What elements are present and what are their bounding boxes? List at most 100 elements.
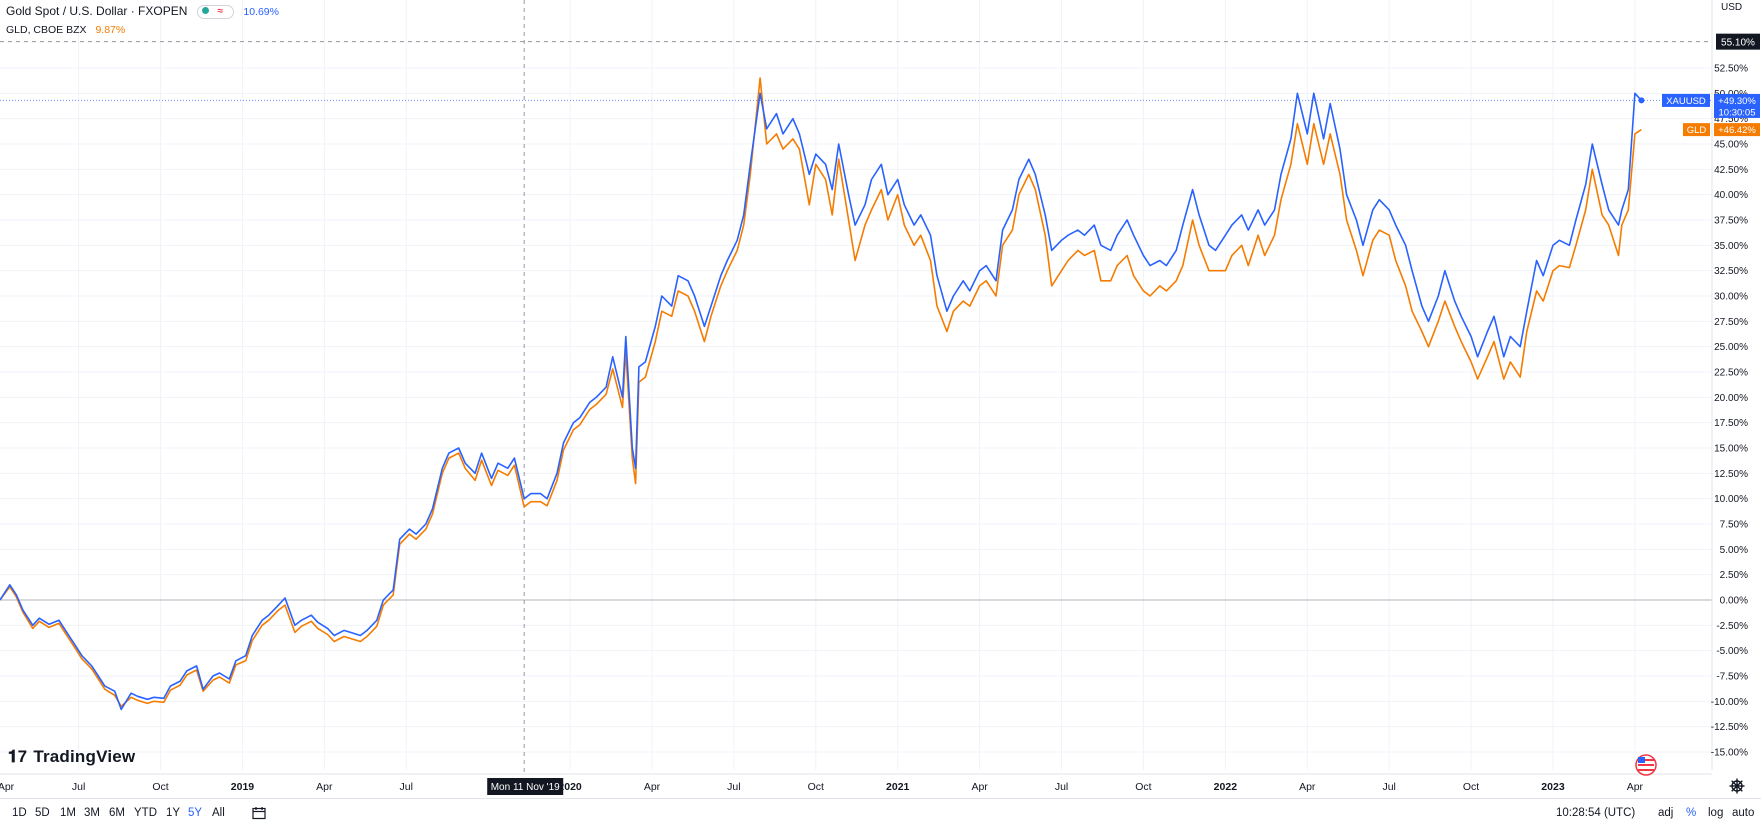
x-tick-label: 2020 xyxy=(558,781,582,793)
series-tag-label-gld: GLD xyxy=(1687,125,1707,136)
x-tick-label: 2021 xyxy=(886,781,910,793)
y-axis[interactable]: 55.10%52.50%50.00%47.50%45.00%42.50%40.0… xyxy=(1711,0,1760,770)
timeframe-3m[interactable]: 3M xyxy=(84,807,100,819)
x-tick-label: Jul xyxy=(727,781,740,793)
y-tick-label: 2.50% xyxy=(1720,570,1748,581)
market-status-pill[interactable]: ≈ xyxy=(196,5,235,19)
timeframe-6m[interactable]: 6M xyxy=(109,807,125,819)
price-chart[interactable]: 55.10%52.50%50.00%47.50%45.00%42.50%40.0… xyxy=(0,0,1761,798)
percent-toggle[interactable]: % xyxy=(1686,807,1697,819)
series-line-xauusd[interactable] xyxy=(0,92,1642,711)
y-tick-label: 25.00% xyxy=(1714,342,1748,353)
logo-text: TradingView xyxy=(33,747,136,766)
timeframe-1y[interactable]: 1Y xyxy=(166,807,181,819)
series-tag-gld xyxy=(1683,123,1710,137)
y-tick-label: -2.50% xyxy=(1716,621,1748,632)
x-tick-label: Oct xyxy=(1463,781,1479,793)
x-tick-label: Apr xyxy=(1627,781,1644,793)
crosshair-y-label: 55.10% xyxy=(1721,38,1755,49)
us-flag-icon xyxy=(1635,754,1657,776)
xauusd-last-point xyxy=(1638,97,1645,104)
y-tick-label: 7.50% xyxy=(1720,520,1748,531)
tradingview-logo[interactable]: 𝟏7 TradingView xyxy=(8,747,135,767)
last-value-xauusd: +49.30% xyxy=(1718,96,1756,107)
x-axis[interactable]: Apr Jul Oct 2019 Apr Jul 2020 Apr Jul Oct 2021 Apr J… xyxy=(0,773,1712,795)
x-tick-label: Oct xyxy=(152,781,168,793)
y-tick-label: 35.00% xyxy=(1714,241,1748,252)
currency-label[interactable]: USD xyxy=(1721,2,1743,13)
y-tick-label: 10.00% xyxy=(1714,494,1748,505)
adj-toggle[interactable]: adj xyxy=(1658,807,1674,819)
x-tick-label: 2022 xyxy=(1214,781,1238,793)
timeframe-1d[interactable]: 1D xyxy=(12,807,27,819)
grid-lines xyxy=(0,0,1712,770)
x-tick-label: Oct xyxy=(808,781,824,793)
bottom-toolbar: 1D 5D 1M 3M 6M YTD 1Y 5Y All 10:28:54 (UTC) adj … xyxy=(0,798,1761,828)
x-tick-label: Apr xyxy=(644,781,661,793)
timeframe-5y[interactable]: 5Y xyxy=(188,807,203,819)
crosshair-y-label-bg xyxy=(1716,33,1760,50)
timeframe-all[interactable]: All xyxy=(212,807,225,819)
y-tick-label: 27.50% xyxy=(1714,317,1748,328)
timeframe-1m[interactable]: 1M xyxy=(60,807,76,819)
timeframe-5d[interactable]: 5D xyxy=(35,807,50,819)
date-range-icon[interactable] xyxy=(252,807,266,820)
last-value-labels: +49.30%10:30:05 XAUUSD +46.42% GLD xyxy=(1662,93,1760,137)
x-tick-label: 2023 xyxy=(1541,781,1565,793)
series-lines xyxy=(0,77,1645,711)
y-tick-label: 37.50% xyxy=(1714,216,1748,227)
y-tick-label: 52.50% xyxy=(1714,64,1748,75)
x-tick-label: Jul xyxy=(400,781,413,793)
approx-icon: ≈ xyxy=(217,6,224,17)
symbol-change: 10.69% xyxy=(243,6,279,18)
crosshair xyxy=(0,0,1712,772)
last-value-box-xauusd xyxy=(1714,93,1760,118)
x-tick-label: Jul xyxy=(1055,781,1068,793)
y-tick-label: 42.50% xyxy=(1714,165,1748,176)
last-value-time-xauusd: 10:30:05 xyxy=(1719,107,1756,118)
chart-area[interactable]: 55.10%52.50%50.00%47.50%45.00%42.50%40.0… xyxy=(0,0,1761,803)
y-tick-label: 20.00% xyxy=(1714,393,1748,404)
clock-time[interactable]: 10:28:54 (UTC) xyxy=(1556,807,1636,819)
settings-gear-icon[interactable] xyxy=(1729,778,1745,794)
y-tick-label: 30.00% xyxy=(1714,292,1748,303)
series-line-gld[interactable] xyxy=(0,77,1642,708)
compare-title[interactable]: GLD, CBOE BZX xyxy=(6,24,87,36)
market-open-icon xyxy=(201,7,209,14)
series-tag-xauusd xyxy=(1662,93,1710,107)
y-tick-label: 45.00% xyxy=(1714,140,1748,151)
y-tick-label: -10.00% xyxy=(1711,697,1748,708)
y-tick-label: -7.50% xyxy=(1716,672,1748,683)
x-tick-label: Apr xyxy=(316,781,333,793)
series-tag-label-xauusd: XAUUSD xyxy=(1666,96,1706,107)
auto-toggle[interactable]: auto xyxy=(1732,807,1755,819)
y-tick-label: 12.50% xyxy=(1714,469,1748,480)
x-tick-label: Apr xyxy=(971,781,988,793)
y-tick-label: 40.00% xyxy=(1714,190,1748,201)
y-tick-label: 17.50% xyxy=(1714,418,1748,429)
x-tick-label: 2019 xyxy=(231,781,255,793)
log-toggle[interactable]: log xyxy=(1708,807,1724,819)
y-tick-label: -15.00% xyxy=(1711,748,1748,759)
y-tick-label: -5.00% xyxy=(1716,646,1748,657)
x-tick-label: Apr xyxy=(0,781,15,793)
tradingview-mark-icon: 𝟏7 xyxy=(8,747,28,766)
y-tick-label: 15.00% xyxy=(1714,444,1748,455)
y-tick-label: 47.50% xyxy=(1714,114,1748,125)
compare-symbol-legend[interactable]: GLD, CBOE BZX 9.87% xyxy=(6,24,131,36)
timeframe-ytd[interactable]: YTD xyxy=(134,807,157,819)
y-tick-label: -12.50% xyxy=(1711,722,1748,733)
symbol-title[interactable]: Gold Spot / U.S. Dollar · FXOPEN xyxy=(6,4,188,18)
last-value-gld: +46.42% xyxy=(1718,125,1756,136)
x-tick-label: Apr xyxy=(1299,781,1316,793)
y-tick-label: 22.50% xyxy=(1714,368,1748,379)
y-tick-label: 32.50% xyxy=(1714,266,1748,277)
y-tick-label: 5.00% xyxy=(1720,545,1748,556)
chart-icons xyxy=(1635,754,1745,794)
main-symbol-legend[interactable]: Gold Spot / U.S. Dollar · FXOPEN ≈ 10.69… xyxy=(6,4,285,19)
x-tick-label: Jul xyxy=(1382,781,1395,793)
compare-change: 9.87% xyxy=(95,24,126,36)
x-tick-label: Oct xyxy=(1135,781,1151,793)
crosshair-x-label: Mon 11 Nov '19 xyxy=(491,782,560,793)
y-tick-label: 0.00% xyxy=(1720,596,1748,607)
